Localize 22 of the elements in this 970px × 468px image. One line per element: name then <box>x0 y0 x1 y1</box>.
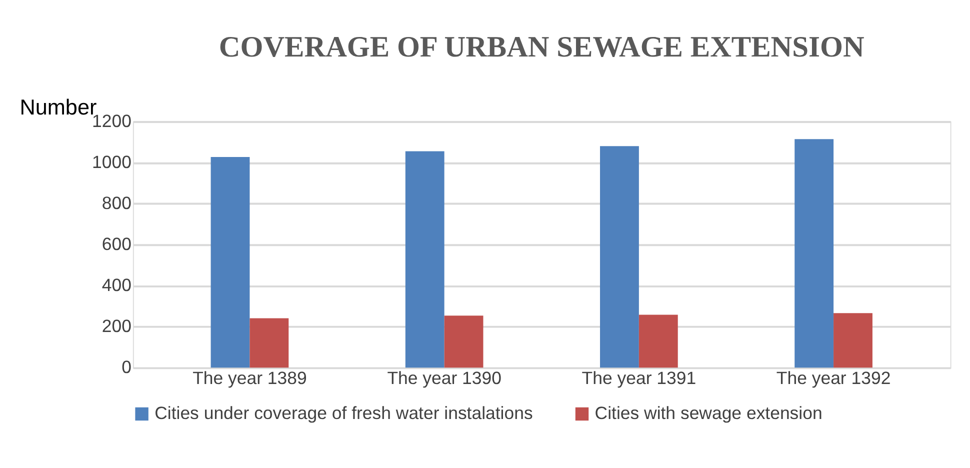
y-tick-label: 400 <box>102 275 132 296</box>
bar <box>250 318 289 368</box>
bar <box>444 316 484 368</box>
bar <box>210 156 250 368</box>
bar <box>794 139 834 368</box>
bar <box>834 313 872 368</box>
bar <box>405 151 444 368</box>
y-tick-label: 1000 <box>92 152 132 172</box>
y-tick-label: 1200 <box>92 110 132 131</box>
bar <box>600 146 639 368</box>
y-tick-label: 800 <box>102 192 132 213</box>
legend-label: Cities with sewage extension <box>594 402 822 423</box>
x-tick-label: The year 1389 <box>192 368 307 388</box>
x-tick-label: The year 1391 <box>582 368 696 388</box>
chart-title: COVERAGE OF URBAN SEWAGE EXTENSION <box>218 31 864 64</box>
bar <box>638 314 678 368</box>
y-tick-label: 200 <box>102 316 132 336</box>
y-tick-label: 0 <box>122 357 132 378</box>
y-tick-label: 600 <box>102 234 132 254</box>
legend-label: Cities under coverage of fresh water instalations <box>154 402 533 423</box>
x-tick-label: The year 1392 <box>776 368 891 388</box>
x-tick-label: The year 1390 <box>387 368 502 388</box>
